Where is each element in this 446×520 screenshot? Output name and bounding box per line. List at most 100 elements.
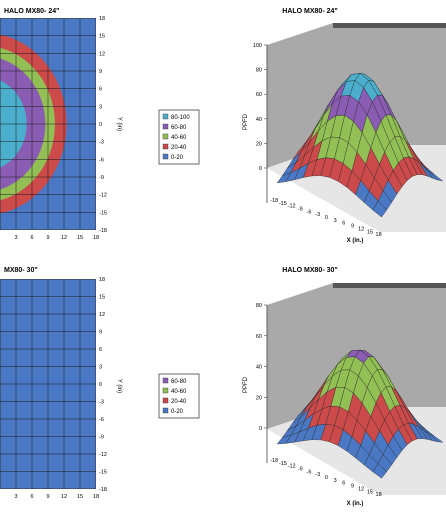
heatmap-30in-plot bbox=[0, 279, 96, 489]
surface-x-tick-label: 3 bbox=[334, 218, 337, 224]
heatmap-24in-plot bbox=[0, 18, 96, 230]
legend-30in: 60-80 40-60 20-40 0-20 bbox=[158, 373, 200, 419]
heatmap-y-tick-label: -18 bbox=[99, 228, 107, 234]
surface-z-tick-label: 80 bbox=[256, 68, 262, 74]
legend-swatch bbox=[162, 387, 169, 394]
heatmap-y-tick-label: 6 bbox=[99, 87, 102, 93]
heatmap-24in-ylabel: Y (in) bbox=[116, 117, 122, 131]
surface-x-tick-label: -3 bbox=[315, 472, 320, 478]
heatmap-y-tick-label: 18 bbox=[99, 277, 105, 283]
surface-24in-wall-top bbox=[333, 23, 446, 28]
heatmap-y-tick-label: 15 bbox=[99, 34, 105, 40]
heatmap-y-tick-label: 3 bbox=[99, 365, 102, 371]
surface-z-tick-label: 20 bbox=[256, 395, 262, 401]
surface-x-tick-label: -12 bbox=[288, 204, 296, 210]
surface-z-tick-label: 20 bbox=[256, 141, 262, 147]
legend-swatch bbox=[162, 397, 169, 404]
surface-x-tick-label: 18 bbox=[376, 492, 382, 498]
heatmap-30in-ylabel: Y (in) bbox=[116, 379, 122, 393]
heatmap-y-tick-label: 6 bbox=[99, 347, 102, 353]
surface-x-tick-label: 0 bbox=[325, 215, 328, 221]
heatmap-x-tick-label: 12 bbox=[61, 235, 67, 241]
heatmap-x-tick-label: 15 bbox=[77, 494, 83, 500]
legend-label: 40-60 bbox=[171, 135, 187, 141]
heatmap-y-tick-label: 12 bbox=[99, 312, 105, 318]
surface-x-tick-label: 9 bbox=[351, 224, 354, 230]
surface-x-tick-label: 12 bbox=[358, 226, 364, 232]
surface-x-tick-label: -6 bbox=[307, 469, 312, 475]
surface-cell bbox=[372, 463, 387, 479]
heatmap-y-tick-label: 9 bbox=[99, 330, 102, 336]
heatmap-y-tick-label: -6 bbox=[99, 157, 104, 163]
surface-z-tick-label: 80 bbox=[256, 303, 262, 309]
surface-x-tick-label: 6 bbox=[342, 481, 345, 487]
heatmap-y-tick-label: 18 bbox=[99, 16, 105, 22]
heatmap-x-tick-label: 12 bbox=[61, 494, 67, 500]
heatmap-y-tick-label: 12 bbox=[99, 51, 105, 57]
heatmap-24in: HALO MX80- 24" 18 15 12 9 6 3 0 -3 -6 -9 -12 -15 -18… bbox=[0, 8, 122, 241]
surface-z-tick-label: 40 bbox=[256, 365, 262, 371]
legend-swatch bbox=[162, 153, 169, 160]
heatmap-x-tick-label: 18 bbox=[93, 494, 99, 500]
surface-30in-title: HALO MX80- 30" bbox=[282, 267, 337, 274]
heatmap-y-tick-label: -15 bbox=[99, 470, 107, 476]
surface-30in-zlabel: PPFD bbox=[243, 376, 249, 393]
heatmap-y-tick-label: -12 bbox=[99, 193, 107, 199]
heatmap-y-tick-label: -9 bbox=[99, 175, 104, 181]
legend-swatch bbox=[162, 123, 169, 130]
heatmap-x-tick-label: 6 bbox=[30, 494, 33, 500]
surface-30in-wall-top bbox=[333, 283, 446, 288]
legend-label: 0-20 bbox=[171, 155, 184, 161]
surface-x-tick-label: 6 bbox=[342, 221, 345, 227]
heatmap-x-tick-label: 18 bbox=[93, 235, 99, 241]
heatmap-y-tick-label: 0 bbox=[99, 382, 102, 388]
surface-cell bbox=[372, 200, 387, 218]
surface-x-tick-label: -18 bbox=[270, 458, 278, 464]
legend-label: 0-20 bbox=[171, 409, 184, 415]
heatmap-y-tick-label: -6 bbox=[99, 417, 104, 423]
legend-24in: 80-100 60-80 40-60 20-40 0-20 bbox=[158, 109, 200, 165]
heatmap-30in-title: MX80- 30" bbox=[4, 267, 38, 274]
legend-label: 60-80 bbox=[171, 125, 187, 131]
legend-swatch bbox=[162, 377, 169, 384]
surface-z-tick-label: 60 bbox=[256, 334, 262, 340]
heatmap-y-tick-label: 0 bbox=[99, 122, 102, 128]
legend-label: 40-60 bbox=[171, 389, 187, 395]
surface-24in-title: HALO MX80- 24" bbox=[282, 8, 337, 15]
legend-label: 20-40 bbox=[171, 145, 187, 151]
surface-24in-zlabel: PPFD bbox=[243, 113, 249, 130]
legend-label: 60-80 bbox=[171, 379, 187, 385]
legend-label: 80-100 bbox=[171, 115, 190, 121]
heatmap-30in: MX80- 30" 18 15 12 9 6 3 0 -3 -6 -9 -12 -15 -18 3 6 9 1… bbox=[0, 267, 122, 500]
surface-x-tick-label: -9 bbox=[298, 206, 303, 212]
surface-x-tick-label: -15 bbox=[279, 201, 287, 207]
heatmap-y-tick-label: -3 bbox=[99, 140, 104, 146]
heatmap-x-tick-label: 3 bbox=[14, 235, 17, 241]
surface-x-tick-label: -15 bbox=[279, 461, 287, 467]
surface-24in-xlabel: X (in.) bbox=[347, 238, 364, 244]
surface-x-tick-label: -9 bbox=[298, 466, 303, 472]
surface-x-tick-label: 12 bbox=[358, 486, 364, 492]
surface-x-tick-label: -18 bbox=[270, 198, 278, 204]
heatmap-x-tick-label: 3 bbox=[14, 494, 17, 500]
legend-swatch bbox=[162, 143, 169, 150]
surface-30in-xlabel: X (in.) bbox=[347, 501, 364, 507]
heatmap-24in-title: HALO MX80- 24" bbox=[4, 8, 59, 15]
surface-x-tick-label: 9 bbox=[351, 484, 354, 490]
surface-z-tick-label: 0 bbox=[259, 426, 262, 432]
surface-z-tick-label: 100 bbox=[253, 43, 262, 49]
legend-swatch bbox=[162, 133, 169, 140]
surface-x-tick-label: 18 bbox=[376, 232, 382, 238]
heatmap-y-tick-label: -15 bbox=[99, 210, 107, 216]
surface-x-tick-label: 3 bbox=[334, 478, 337, 484]
legend-swatch bbox=[162, 113, 169, 120]
heatmap-y-tick-label: -9 bbox=[99, 435, 104, 441]
heatmap-y-tick-label: 3 bbox=[99, 104, 102, 110]
heatmap-y-tick-label: 15 bbox=[99, 295, 105, 301]
surface-x-tick-label: -3 bbox=[315, 212, 320, 218]
surface-z-tick-label: 60 bbox=[256, 92, 262, 98]
heatmap-y-tick-label: -3 bbox=[99, 400, 104, 406]
